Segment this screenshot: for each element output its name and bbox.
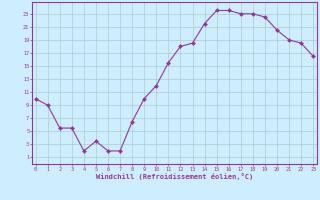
- X-axis label: Windchill (Refroidissement éolien,°C): Windchill (Refroidissement éolien,°C): [96, 173, 253, 180]
